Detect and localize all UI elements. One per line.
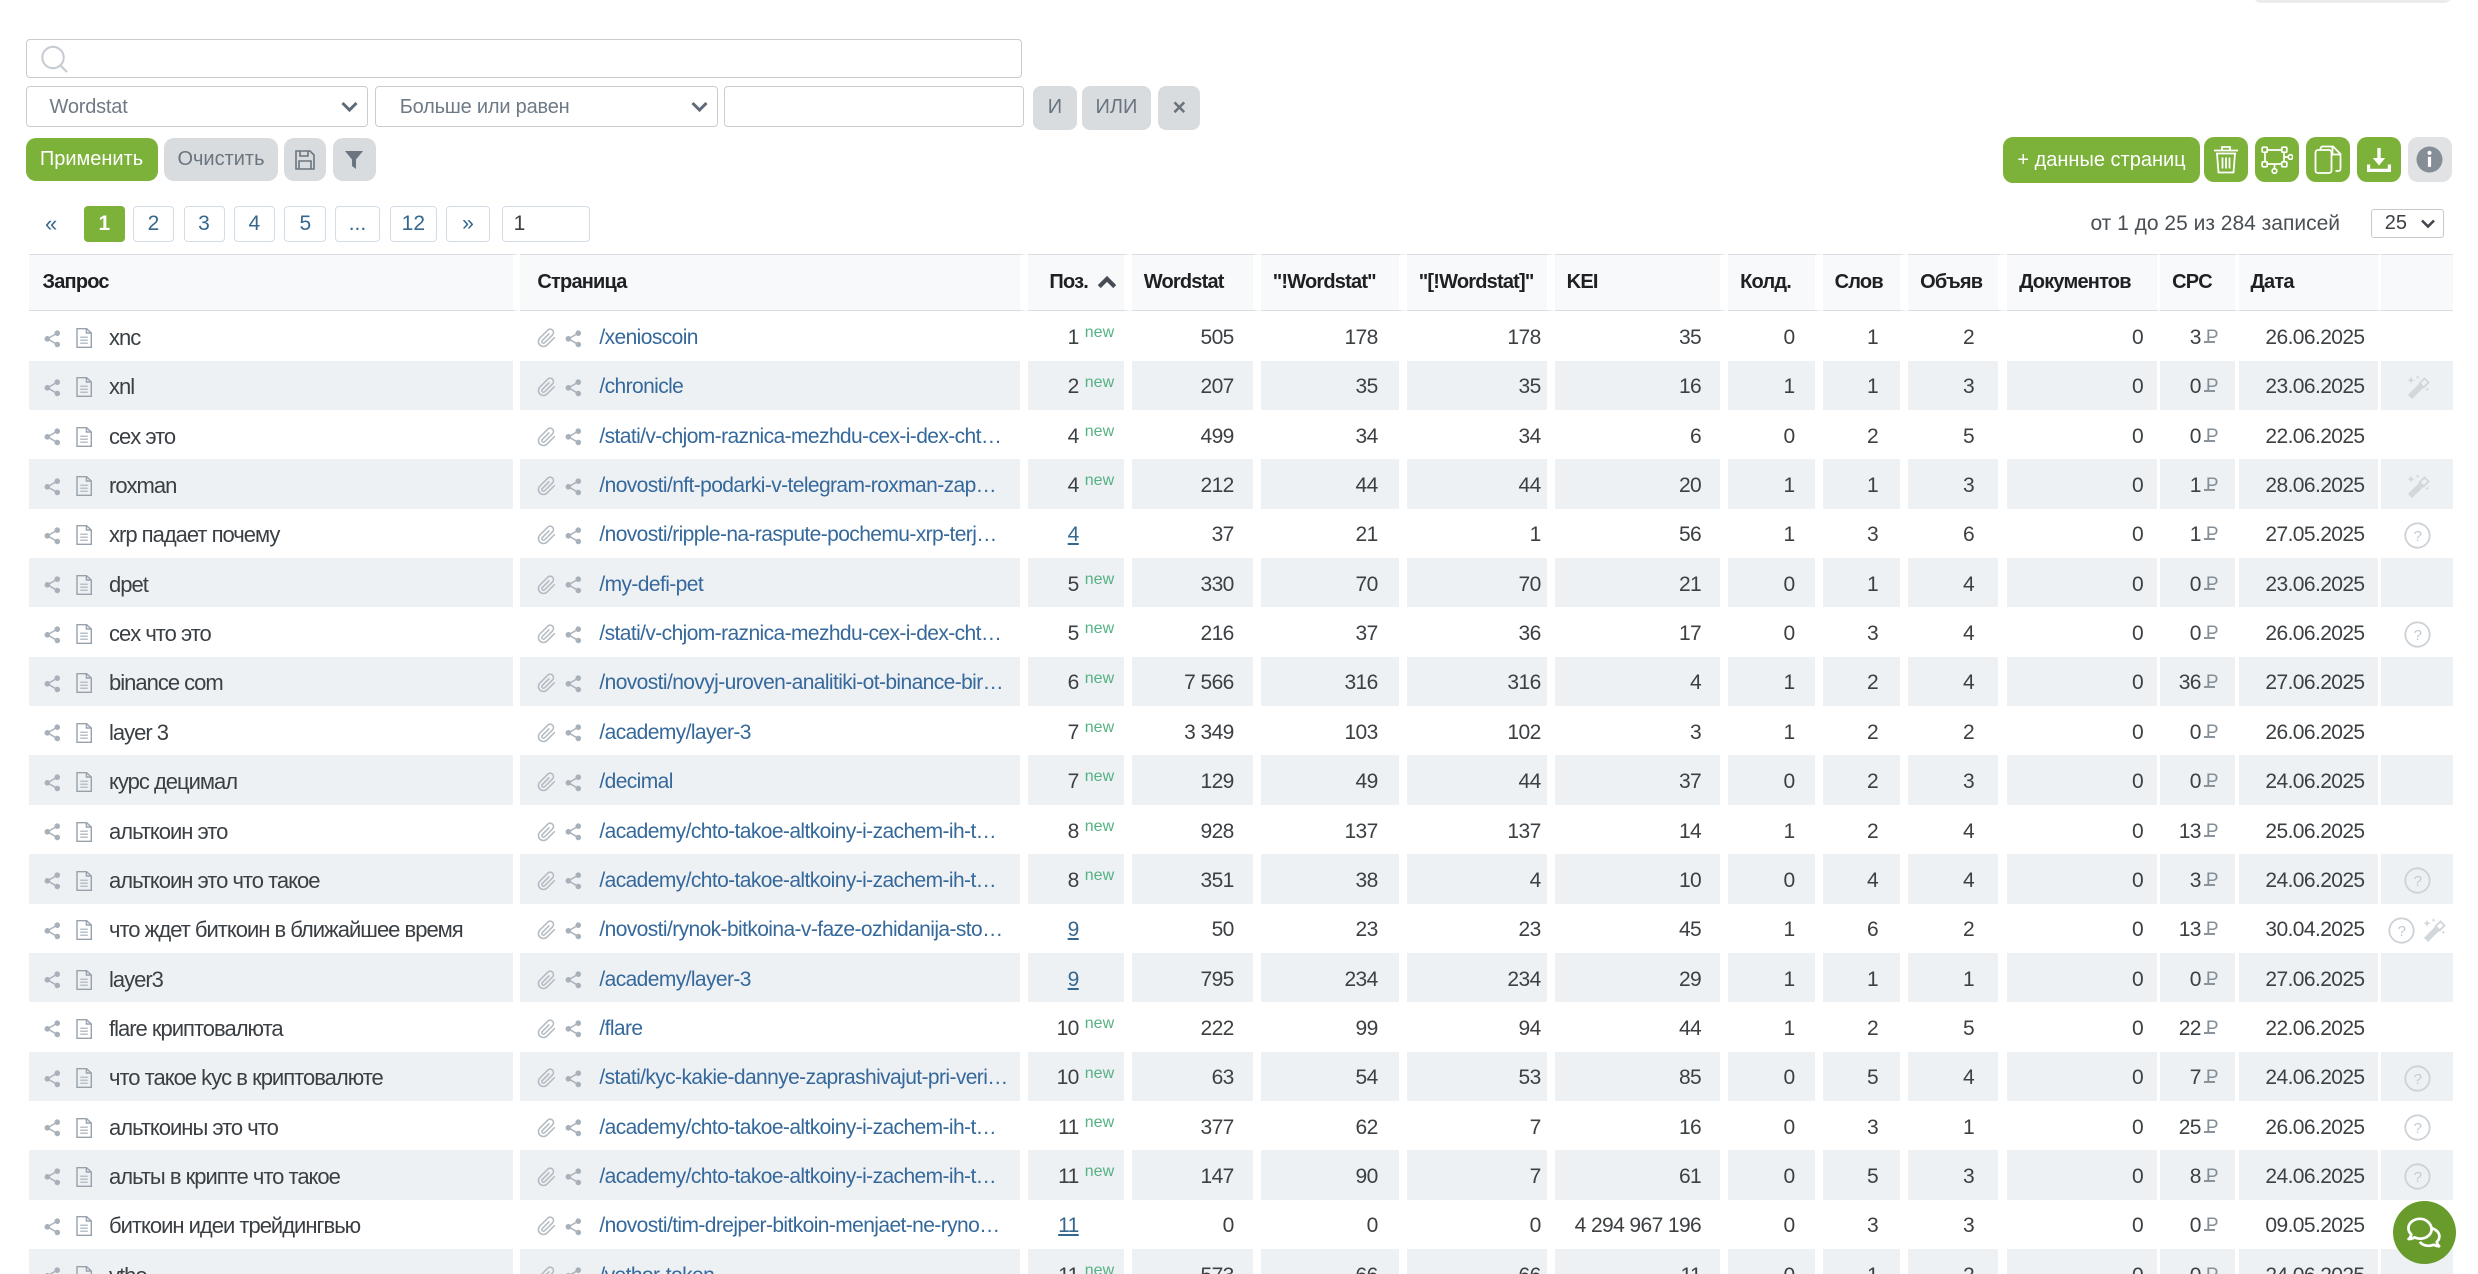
svg-text:?: ? bbox=[2413, 1169, 2421, 1186]
svg-text:?: ? bbox=[2413, 627, 2421, 644]
svg-text:?: ? bbox=[2413, 1071, 2421, 1088]
svg-text:?: ? bbox=[2413, 873, 2421, 890]
svg-text:?: ? bbox=[2397, 923, 2405, 940]
svg-text:?: ? bbox=[2413, 528, 2421, 545]
svg-text:?: ? bbox=[2413, 1120, 2421, 1137]
